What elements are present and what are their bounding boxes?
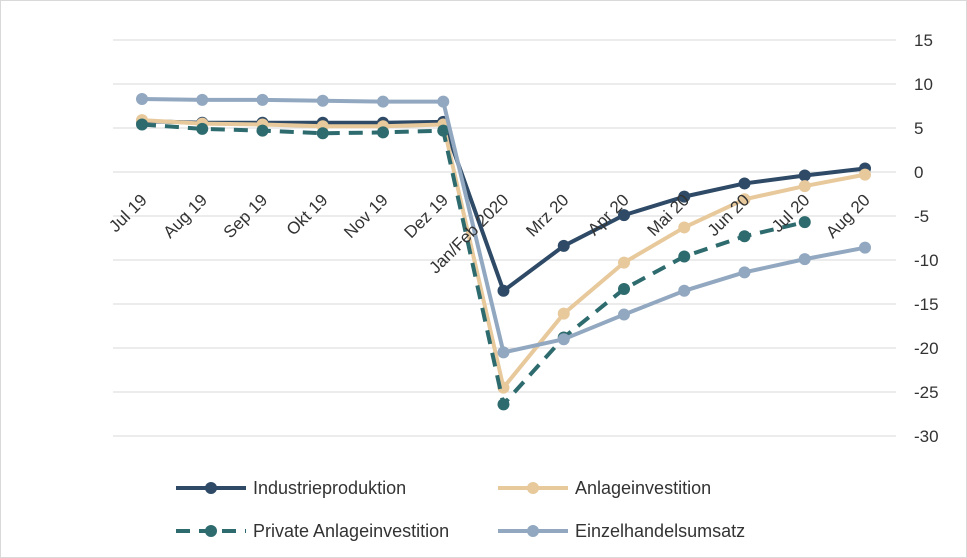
y-tick-label: 15 <box>914 31 933 50</box>
data-point <box>256 93 269 106</box>
legend-entry: Anlageinvestition <box>498 478 711 498</box>
y-axis-ticks: 15 10 5 0 -5 -10 -15 -20 -25 -30 <box>914 31 939 446</box>
data-point <box>798 180 811 193</box>
data-point <box>618 256 630 269</box>
data-point <box>437 95 450 108</box>
legend-entry: Einzelhandelsumsatz <box>498 521 745 541</box>
series-einzelhandelsumsatz <box>136 92 871 359</box>
data-point <box>557 333 570 346</box>
data-point <box>678 190 691 203</box>
data-point <box>557 307 570 320</box>
y-tick-label: -15 <box>914 295 939 314</box>
series-layer <box>136 92 871 411</box>
legend-marker <box>527 482 539 494</box>
y-tick-label: -5 <box>914 207 929 226</box>
legend: Industrieproduktion Anlageinvestition Priv… <box>176 478 745 541</box>
x-tick-label: Okt 19 <box>283 190 332 239</box>
data-point <box>618 209 630 222</box>
legend-marker <box>205 482 217 494</box>
data-point <box>136 118 148 131</box>
y-tick-label: 10 <box>914 75 933 94</box>
y-tick-label: -25 <box>914 383 939 402</box>
legend-entry: Industrieproduktion <box>176 478 406 498</box>
legend-label: Industrieproduktion <box>253 478 406 498</box>
data-point <box>798 253 811 266</box>
series-line <box>140 96 867 355</box>
data-point <box>316 94 329 107</box>
data-point <box>798 216 811 229</box>
data-point <box>618 283 630 296</box>
y-tick-label: -30 <box>914 427 939 446</box>
x-tick-label: Jul 19 <box>105 190 151 236</box>
data-point <box>738 193 751 206</box>
y-tick-label: -20 <box>914 339 939 358</box>
data-point <box>678 250 691 263</box>
data-point <box>497 346 510 359</box>
data-point <box>859 168 871 181</box>
legend-entry: Private Anlageinvestition <box>176 521 449 541</box>
data-point <box>256 124 269 137</box>
series-line <box>141 122 806 407</box>
y-tick-label: 0 <box>914 163 923 182</box>
data-point <box>738 177 751 190</box>
y-tick-label: -10 <box>914 251 939 270</box>
data-point <box>316 127 329 140</box>
legend-marker <box>527 525 539 537</box>
x-tick-label: Mrz 20 <box>522 190 572 240</box>
data-point <box>377 95 389 108</box>
legend-label: Einzelhandelsumsatz <box>575 521 745 541</box>
series-anlageinvestition <box>136 114 871 394</box>
data-point <box>437 124 450 137</box>
data-point <box>618 308 630 321</box>
x-tick-label: Jul 20 <box>768 190 814 236</box>
legend-label: Anlageinvestition <box>575 478 711 498</box>
data-point <box>859 241 871 254</box>
data-point <box>497 398 510 411</box>
data-point <box>678 221 691 234</box>
data-point <box>377 126 389 139</box>
data-point <box>557 239 570 252</box>
data-point <box>738 230 751 243</box>
series-private-anlageinvestition <box>136 118 811 411</box>
y-tick-label: 5 <box>914 119 923 138</box>
legend-label: Private Anlageinvestition <box>253 521 449 541</box>
data-point <box>196 93 209 106</box>
data-point <box>196 122 209 135</box>
data-point <box>798 169 811 182</box>
x-axis-ticks: Jul 19 Aug 19 Sep 19 Okt 19 Nov 19 Dez 19Jan/… <box>105 190 874 277</box>
data-point <box>738 266 751 279</box>
legend-marker <box>205 525 217 537</box>
data-point <box>678 284 691 297</box>
data-point <box>136 92 148 105</box>
data-point <box>497 284 510 297</box>
